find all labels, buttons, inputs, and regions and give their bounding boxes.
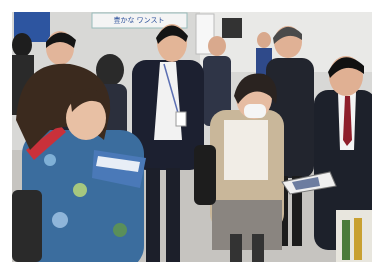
scene: 豊かな ワンスト	[12, 12, 376, 270]
page: 豊かな ワンスト	[0, 0, 382, 270]
photo: 豊かな ワンスト	[0, 0, 382, 270]
black-bag	[194, 145, 216, 205]
banner-text: 豊かな ワンスト	[113, 16, 164, 25]
sign	[222, 18, 242, 38]
